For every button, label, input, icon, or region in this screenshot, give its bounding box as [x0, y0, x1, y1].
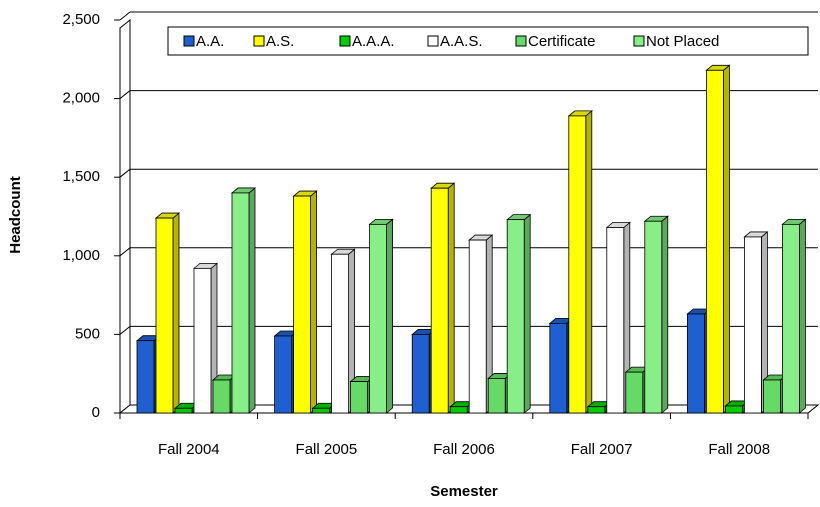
bar: [606, 227, 625, 414]
bar: [212, 379, 231, 414]
bar-side: [723, 64, 730, 414]
bar: [568, 115, 587, 414]
bar-side: [447, 182, 455, 414]
legend-box: [167, 26, 809, 56]
y-tick-label: 1,000: [62, 247, 100, 264]
legend-swatch: [253, 35, 265, 47]
bar: [506, 219, 525, 414]
bar: [687, 313, 705, 414]
bar-side: [172, 212, 180, 414]
bar-side: [661, 215, 669, 414]
bar: [312, 407, 331, 414]
bar: [369, 223, 388, 414]
legend-swatch: [183, 35, 195, 47]
bar: [193, 267, 212, 414]
back-wall: [119, 18, 131, 415]
bar: [155, 217, 174, 414]
y-tick-label: 2,500: [62, 11, 100, 28]
y-axis-title: Headcount: [7, 176, 24, 254]
bar: [782, 223, 800, 414]
bar: [725, 405, 743, 414]
bar-side: [386, 218, 394, 414]
y-tick-label: 1,500: [62, 168, 100, 185]
bar: [231, 192, 250, 414]
bar: [644, 220, 663, 414]
bar: [274, 335, 293, 414]
bar-side: [585, 110, 593, 414]
grid-line: [119, 168, 131, 178]
legend-swatch: [633, 35, 645, 47]
x-axis-title: Semester: [430, 483, 498, 500]
legend-swatch: [515, 35, 527, 47]
bar: [625, 371, 644, 414]
bar-side: [523, 213, 531, 414]
legend-label: Not Placed: [646, 33, 719, 50]
grid-line: [119, 247, 131, 257]
grid-line: [119, 326, 131, 335]
x-tick-label: Fall 2007: [571, 441, 633, 458]
bar: [487, 378, 506, 414]
bar: [350, 381, 369, 414]
y-tick-label: 500: [75, 325, 100, 342]
x-tick-label: Fall 2006: [433, 441, 495, 458]
y-tick-label: 0: [92, 404, 100, 421]
x-tick-label: Fall 2004: [158, 441, 220, 458]
bar-side: [310, 190, 318, 414]
y-tick-label: 2,000: [62, 90, 100, 107]
legend-label: A.A.A.: [352, 33, 395, 50]
legend-swatch: [427, 35, 439, 47]
legend-label: A.A.: [196, 33, 224, 50]
bar: [430, 187, 449, 414]
bar: [706, 69, 724, 414]
bar-side: [248, 187, 256, 414]
bar-side: [799, 218, 806, 414]
legend-swatch: [339, 35, 351, 47]
bar: [136, 340, 155, 414]
legend-label: Certificate: [528, 33, 596, 50]
bar: [587, 406, 606, 414]
bar: [763, 379, 781, 414]
bar: [411, 333, 430, 414]
bar: [174, 407, 193, 414]
bar: [549, 322, 568, 414]
legend-label: A.S.: [266, 33, 294, 50]
grid-line: [119, 90, 131, 99]
bar: [468, 239, 487, 414]
x-tick-label: Fall 2005: [296, 441, 358, 458]
grid-line: [119, 11, 131, 21]
bar: [293, 195, 312, 414]
bar: [331, 253, 350, 414]
bar: [449, 406, 468, 414]
legend-label: A.A.S.: [440, 33, 483, 50]
x-tick-label: Fall 2008: [708, 441, 770, 458]
bar: [744, 236, 762, 414]
